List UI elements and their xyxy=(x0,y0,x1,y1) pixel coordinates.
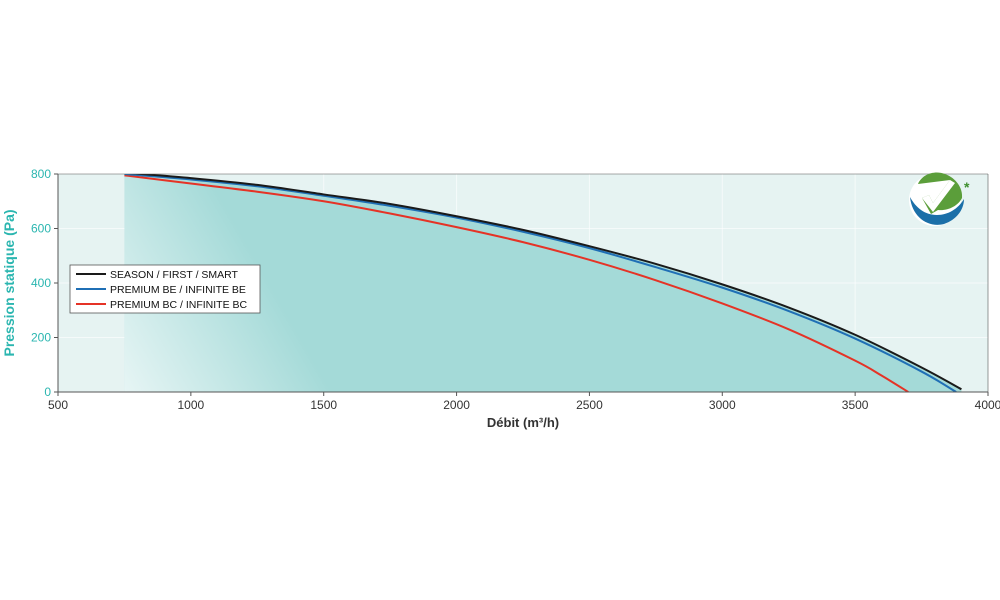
x-tick-label: 1000 xyxy=(178,398,205,412)
x-axis-title: Débit (m³/h) xyxy=(487,415,559,430)
legend-label: PREMIUM BE / INFINITE BE xyxy=(110,284,246,296)
legend: SEASON / FIRST / SMART PREMIUM BE / INFIN… xyxy=(69,264,261,314)
series-line-1 xyxy=(124,174,957,392)
x-tick-labels: 500 1000 1500 2000 2500 3000 3500 4000 xyxy=(48,392,1000,412)
area-fill xyxy=(124,174,962,392)
legend-label: SEASON / FIRST / SMART xyxy=(110,269,239,281)
y-tick-label: 400 xyxy=(31,276,51,290)
area-highlight xyxy=(124,174,962,392)
series-line-2 xyxy=(124,174,909,392)
x-tick-label: 4000 xyxy=(975,398,1000,412)
y-tick-label: 0 xyxy=(44,385,51,399)
y-tick-label: 800 xyxy=(31,167,51,181)
y-axis-title: Pression statique (Pa) xyxy=(1,209,17,356)
y-tick-label: 600 xyxy=(31,222,51,236)
x-tick-label: 2000 xyxy=(443,398,470,412)
logo-asterisk: * xyxy=(964,179,970,195)
legend-label: PREMIUM BC / INFINITE BC xyxy=(110,299,248,311)
y-tick-label: 200 xyxy=(31,331,51,345)
check-badge-icon xyxy=(909,172,964,226)
x-tick-label: 500 xyxy=(48,398,68,412)
logo: * xyxy=(909,172,970,226)
x-tick-label: 3000 xyxy=(709,398,736,412)
x-tick-label: 2500 xyxy=(576,398,603,412)
x-tick-label: 1500 xyxy=(310,398,337,412)
series-line-0 xyxy=(128,174,962,391)
series-lines xyxy=(124,174,962,392)
y-tick-labels: 0 200 400 600 800 xyxy=(31,167,58,399)
x-tick-label: 3500 xyxy=(842,398,869,412)
